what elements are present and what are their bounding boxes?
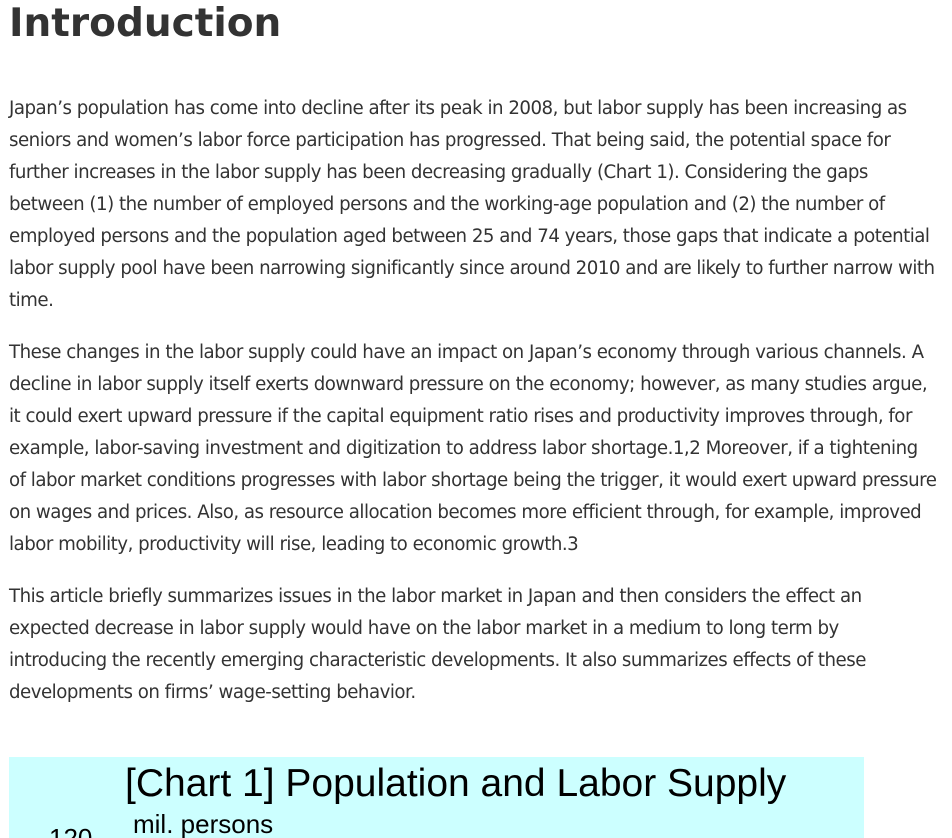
paragraph: Japan’s population has come into decline… xyxy=(9,98,935,311)
chart-y-tick-label: 120 xyxy=(49,823,93,838)
chart-title: [Chart 1] Population and Labor Supply xyxy=(125,762,787,805)
paragraph: These changes in the labor supply could … xyxy=(9,342,937,555)
page-title: Introduction xyxy=(9,1,282,46)
chart-unit-label: mil. persons xyxy=(133,809,274,838)
article: Introduction Japan’s population has come… xyxy=(9,0,939,709)
paragraph: This article briefly summarizes issues i… xyxy=(9,586,866,703)
chart-image: [Chart 1] Population and Labor Supply mi… xyxy=(9,757,864,838)
